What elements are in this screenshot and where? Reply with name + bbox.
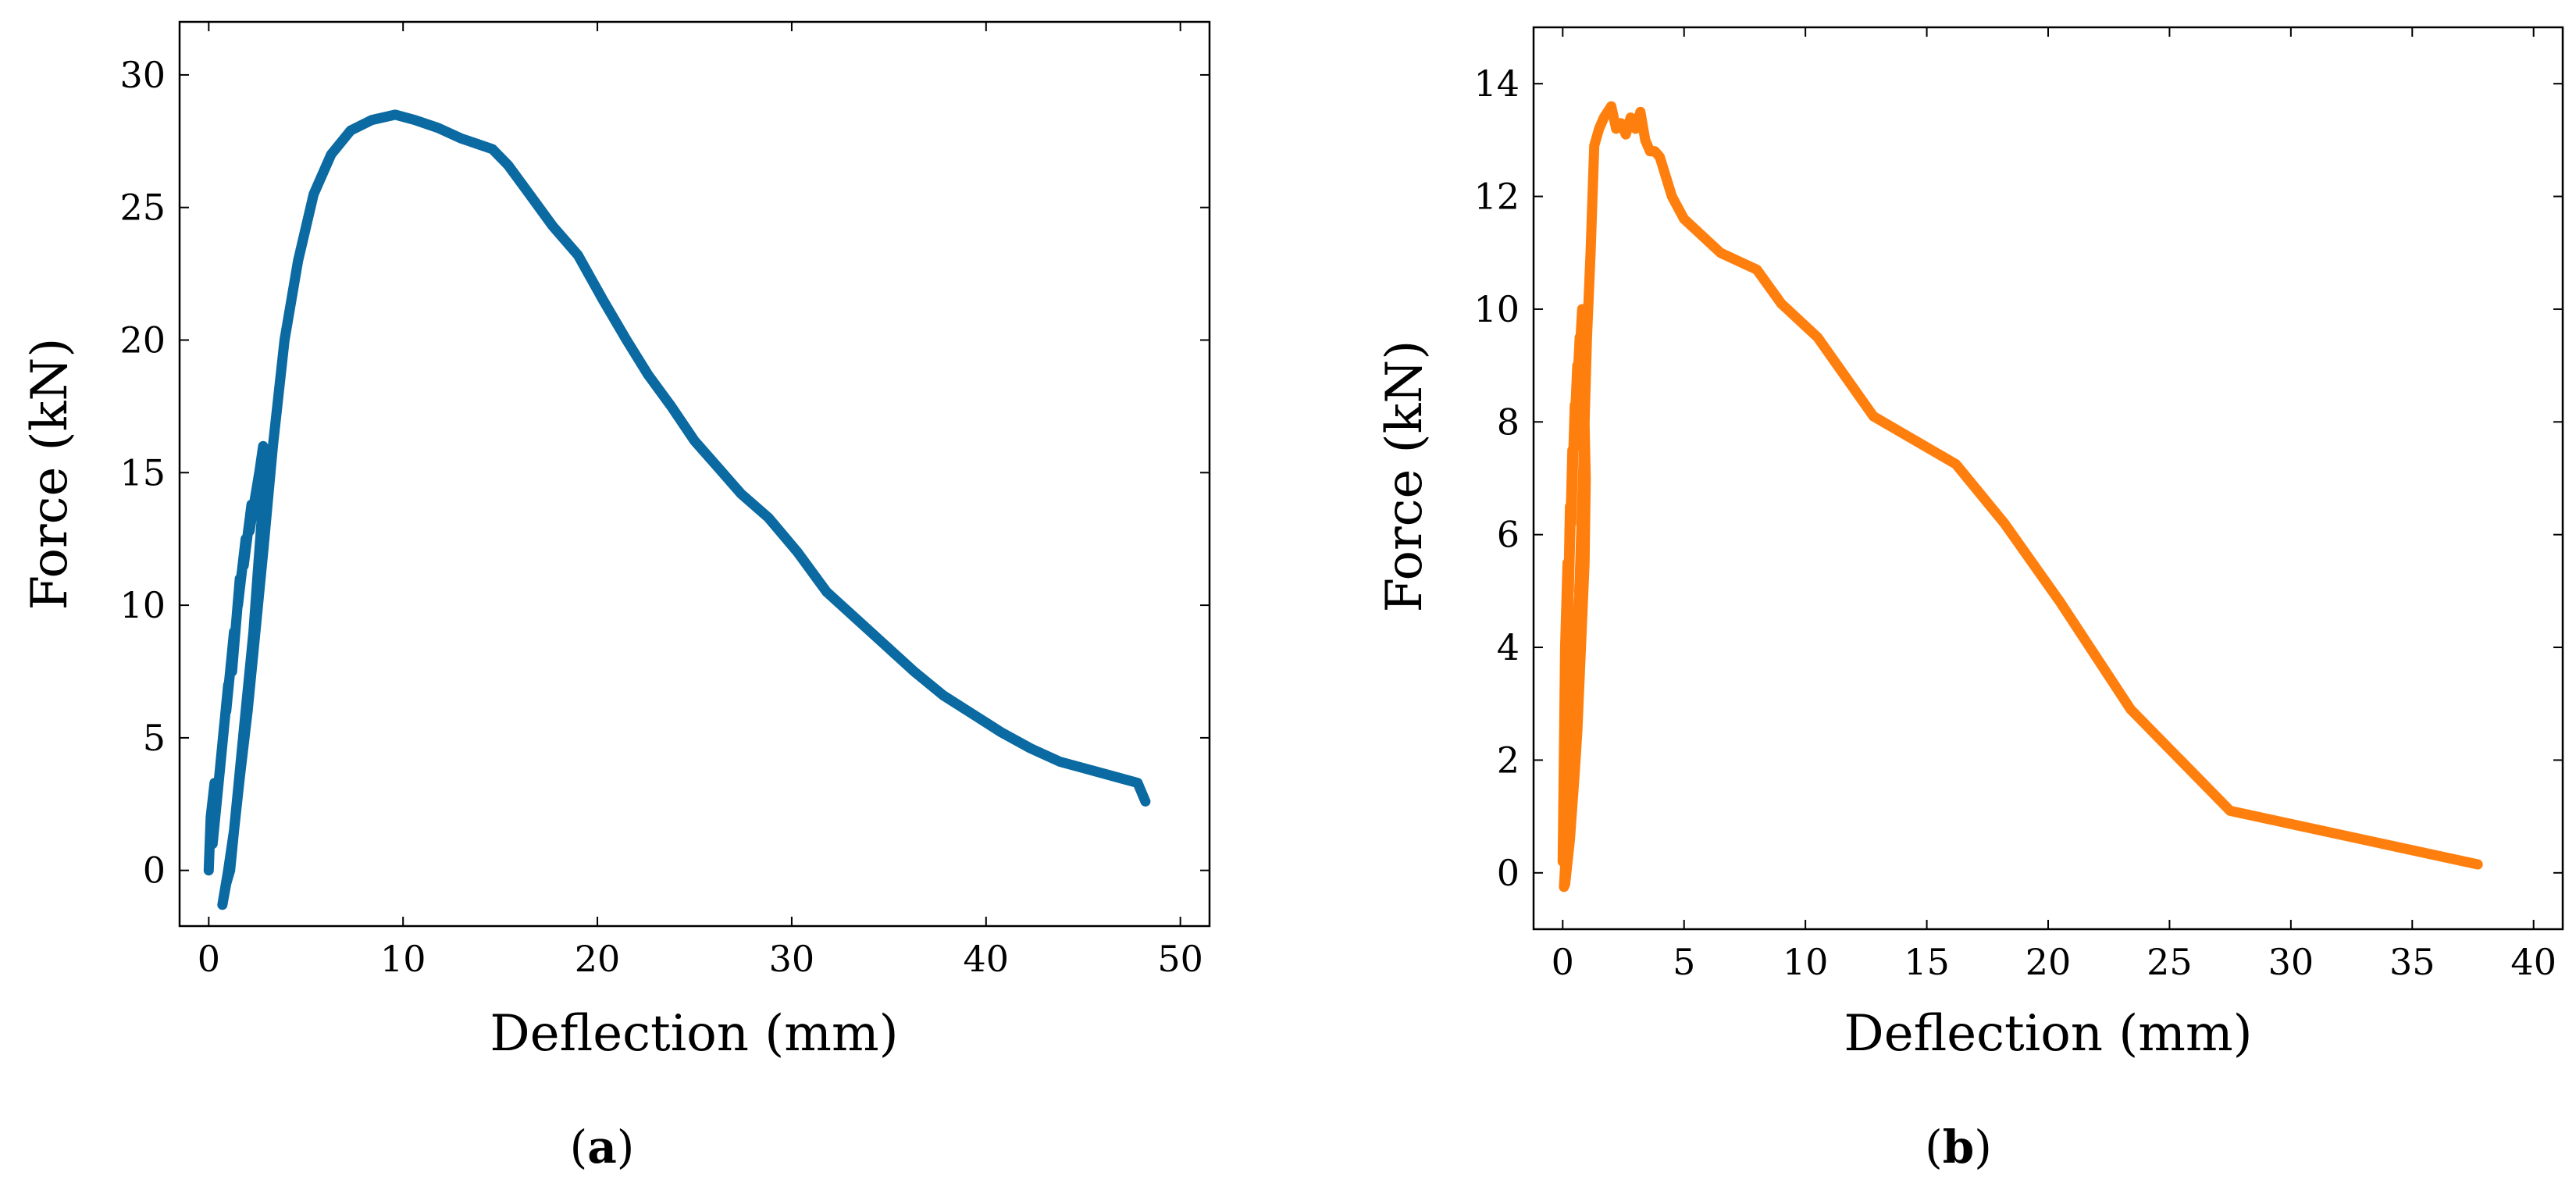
panel-b: 0 5 10 15 20 25 30 35 40 0 2 4 6 8 10 12 14 Deflection (…	[1376, 26, 2564, 1174]
ticks-a	[180, 22, 1210, 926]
y-tick-label-a-5: 25	[119, 187, 166, 229]
panel-letter-a: a	[587, 1121, 617, 1174]
ticks-b	[1534, 27, 2563, 929]
y-tick-label-b-7: 14	[1473, 62, 1520, 105]
x-tick-label-b-7: 35	[2389, 941, 2435, 983]
x-axis-label-a: Deflection (mm)	[490, 1005, 898, 1063]
x-tick-label-b-8: 40	[2510, 941, 2556, 983]
x-tick-label-b-3: 15	[1904, 941, 1950, 983]
y-tick-label-b-4: 8	[1497, 401, 1520, 443]
x-tick-label-a-2: 20	[575, 938, 621, 980]
y-tick-label-a-0: 0	[143, 850, 166, 892]
panel-letter-b: b	[1943, 1121, 1975, 1174]
y-tick-label-b-5: 10	[1473, 288, 1520, 330]
y-axis-label-b: Force (kN)	[1376, 340, 1434, 613]
plot-area-frame-a	[178, 20, 1211, 928]
y-tick-label-a-3: 15	[119, 451, 166, 493]
series-line-a	[203, 109, 1151, 910]
y-tick-label-a-4: 20	[119, 319, 166, 362]
y-axis-label-a: Force (kN)	[21, 338, 79, 611]
x-axis-label-b: Deflection (mm)	[1844, 1005, 2252, 1063]
tick-labels-a: 0 10 20 30 40 50 0 5 10 15 20 25 30	[119, 54, 1202, 980]
y-tick-label-a-1: 5	[143, 717, 166, 759]
series-line-b	[1557, 101, 2483, 892]
panel-caption-b: (b)	[1925, 1121, 1992, 1174]
tick-labels-b: 0 5 10 15 20 25 30 35 40 0 2 4 6 8 10 12 14	[1473, 62, 2556, 983]
x-tick-label-a-4: 40	[964, 938, 1010, 980]
y-tick-label-b-0: 0	[1497, 852, 1520, 894]
panel-caption-a: (a)	[570, 1121, 635, 1174]
y-tick-label-b-3: 6	[1497, 514, 1520, 556]
x-tick-label-b-1: 5	[1673, 941, 1695, 983]
y-tick-label-a-6: 30	[119, 54, 166, 96]
plot-area-frame-b	[1532, 26, 2564, 931]
x-tick-label-a-3: 30	[769, 938, 815, 980]
y-tick-label-b-1: 2	[1497, 739, 1520, 781]
x-tick-label-b-0: 0	[1552, 941, 1574, 983]
x-tick-label-b-5: 25	[2147, 941, 2193, 983]
y-tick-label-b-6: 12	[1473, 176, 1520, 218]
x-tick-label-a-5: 50	[1157, 938, 1203, 980]
y-tick-label-a-2: 10	[119, 584, 166, 626]
x-tick-label-a-1: 10	[380, 938, 426, 980]
x-tick-label-b-6: 30	[2268, 941, 2314, 983]
y-tick-label-b-2: 4	[1497, 626, 1520, 668]
x-tick-label-b-4: 20	[2026, 941, 2072, 983]
x-tick-label-b-2: 10	[1783, 941, 1829, 983]
x-tick-label-a-0: 0	[198, 938, 220, 980]
